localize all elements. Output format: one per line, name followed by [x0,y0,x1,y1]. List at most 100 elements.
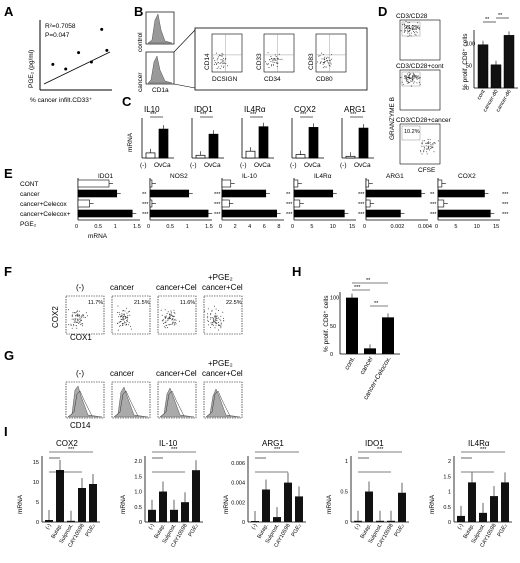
flow-event [268,63,270,65]
i-ytick: 2 [448,459,451,465]
c-xcat: OvCa [154,162,171,169]
flow-event [169,315,171,317]
e-sig: *** [214,212,221,218]
flow-event [273,58,275,60]
flow-event [220,62,222,64]
flow-event [400,77,402,78]
flow-event [411,25,413,27]
flow-event [127,311,129,313]
flow-event [434,142,436,144]
i-gene-title: ARG1 [262,439,284,448]
flow-event [216,320,218,321]
flow-event [207,315,209,317]
flow-event [216,64,218,65]
h-bar [346,297,358,354]
d-sig: ** [485,17,490,23]
flow-event [426,148,428,150]
f-flow-plot [157,295,197,335]
h-bar [364,348,376,354]
flow-event [328,63,330,65]
e-row-label: cancer [20,191,40,198]
e-row-label: PGE₂ [20,221,37,228]
flow-event [275,56,277,57]
flow-event [211,323,213,325]
i-bar [273,517,281,522]
flow-event [213,321,214,323]
flow-event [167,318,169,320]
flow-event [207,321,209,322]
flow-event [173,312,175,313]
flow-event [329,65,331,67]
i-ytick: 0 [36,520,39,526]
flow-event [218,329,219,331]
e-gene-title: COX2 [458,173,476,180]
flow-event [122,310,124,312]
flow-event [220,59,222,61]
e-bar [221,209,278,218]
e-sig: *** [502,192,509,198]
flow-event [273,62,275,63]
i-bar [376,520,384,522]
i-bar [501,482,509,522]
flow-event [213,316,215,318]
flow-event [204,310,206,312]
flow-event [416,27,418,29]
flow-event [406,81,408,82]
flow-event [214,62,216,64]
d-flow-label: CD3/CD28+cancer [396,117,452,124]
flow-event [413,25,415,27]
flow-event [216,63,218,65]
panel-label-d: D [378,4,387,19]
g-hist-filled [159,387,195,418]
flow-event [412,76,414,78]
flow-event [272,61,274,63]
e-row-label: cancer+Celecox+ [20,211,71,218]
flow-event [123,319,124,321]
e-tick: 2 [234,224,237,230]
flow-event [164,309,166,311]
flow-event [119,314,121,316]
flow-event [124,315,126,317]
flow-event [405,76,407,78]
flow-event [72,312,74,314]
e-tick: 0 [435,224,438,230]
d-flow-pct: 10.2% [404,129,420,135]
flow-event [319,55,321,57]
d-ytick: 50 [466,64,472,70]
flow-event [70,323,72,325]
flow-event [418,28,420,30]
flow-event [179,320,180,322]
c-xcat: OvCa [354,162,371,169]
panel-label-f: F [4,264,12,279]
flow-event [322,53,324,55]
e-tick: 0 [219,224,222,230]
flow-event [423,150,425,152]
flow-event [212,324,214,326]
a-scatter-point [51,62,55,66]
i-ytick: 1.5 [443,474,451,480]
panel-f: COX2 COX1 (-) 11.7% cancer 21.5% cancer+Cel 1… [51,273,243,342]
flow-event [437,140,439,142]
flow-event [215,324,217,326]
flow-event [71,315,73,317]
flow-event [80,324,82,326]
flow-event [174,323,176,325]
flow-event [412,80,414,82]
flow-event [267,52,269,54]
i-bar [192,470,200,522]
panel-label-h: H [292,264,301,279]
i-bar [251,521,259,522]
flow-event [408,30,410,32]
flow-event [216,68,218,69]
flow-event [83,315,85,317]
flow-event [71,314,73,316]
flow-event [81,315,83,317]
flow-event [427,138,429,140]
flow-event [411,85,412,87]
g-hist-outline [67,390,93,418]
flow-event [126,317,128,319]
flow-event [423,151,425,153]
flow-event [405,79,407,81]
e-tick: 0 [363,224,366,230]
